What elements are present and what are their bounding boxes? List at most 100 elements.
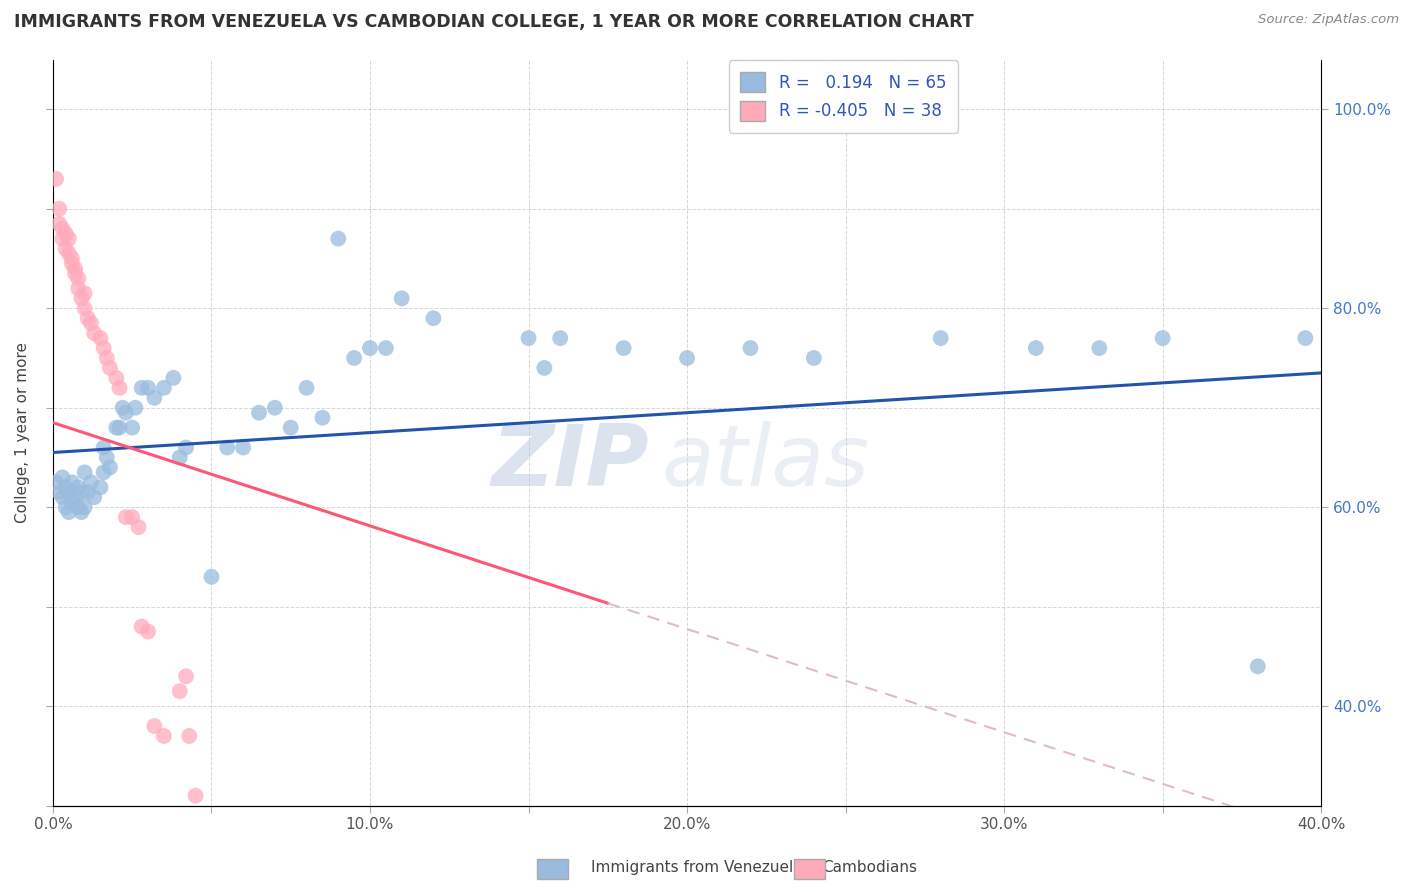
Point — [55, 500, 77, 515]
Point — [105, 420, 128, 434]
Point — [51, 470, 73, 484]
Point — [58, 505, 80, 519]
Point — [200, 570, 222, 584]
Point — [73, 301, 96, 316]
Point — [311, 410, 333, 425]
Point — [295, 381, 318, 395]
Point — [803, 351, 825, 365]
Point — [70, 505, 93, 519]
Point — [67, 281, 90, 295]
Point — [169, 684, 191, 698]
Point — [247, 406, 270, 420]
Point — [58, 485, 80, 500]
Point — [67, 480, 90, 494]
Point — [1294, 331, 1316, 345]
Point — [1025, 341, 1047, 355]
Point — [533, 360, 555, 375]
Point — [80, 475, 103, 490]
Point — [58, 232, 80, 246]
Point — [67, 271, 90, 285]
Point — [93, 341, 115, 355]
Point — [51, 490, 73, 504]
Point — [184, 789, 207, 803]
Point — [45, 172, 67, 186]
Point — [613, 341, 636, 355]
Point — [55, 480, 77, 494]
Point — [48, 485, 70, 500]
Point — [359, 341, 381, 355]
Point — [128, 520, 150, 534]
Point — [263, 401, 285, 415]
Point — [105, 371, 128, 385]
Point — [98, 360, 121, 375]
Point — [89, 480, 111, 494]
Point — [929, 331, 952, 345]
Point — [70, 291, 93, 305]
Point — [63, 261, 86, 276]
Point — [96, 450, 118, 465]
Point — [174, 669, 197, 683]
Point — [76, 485, 98, 500]
Point — [93, 466, 115, 480]
Point — [60, 256, 83, 270]
Point — [76, 311, 98, 326]
Text: IMMIGRANTS FROM VENEZUELA VS CAMBODIAN COLLEGE, 1 YEAR OR MORE CORRELATION CHART: IMMIGRANTS FROM VENEZUELA VS CAMBODIAN C… — [14, 13, 974, 31]
Point — [1088, 341, 1111, 355]
Point — [121, 510, 143, 524]
Point — [153, 729, 176, 743]
Point — [111, 401, 134, 415]
Point — [280, 420, 302, 434]
Point — [217, 441, 239, 455]
Point — [98, 460, 121, 475]
Point — [174, 441, 197, 455]
Point — [136, 624, 159, 639]
Text: Immigrants from Venezuela: Immigrants from Venezuela — [591, 860, 803, 874]
Point — [131, 381, 153, 395]
Point — [153, 381, 176, 395]
Point — [96, 351, 118, 365]
Text: ZIP: ZIP — [491, 421, 650, 504]
Point — [115, 510, 138, 524]
Point — [73, 466, 96, 480]
Point — [60, 252, 83, 266]
Point — [232, 441, 254, 455]
Point — [131, 619, 153, 633]
Point — [51, 232, 73, 246]
Text: atlas: atlas — [662, 421, 870, 504]
Point — [70, 485, 93, 500]
Point — [63, 490, 86, 504]
Point — [548, 331, 571, 345]
Point — [115, 406, 138, 420]
Point — [63, 267, 86, 281]
Point — [80, 316, 103, 330]
Point — [51, 221, 73, 235]
Point — [58, 246, 80, 260]
Point — [162, 371, 184, 385]
Point — [121, 420, 143, 434]
Point — [45, 475, 67, 490]
Point — [83, 490, 105, 504]
Point — [328, 232, 350, 246]
Point — [83, 326, 105, 340]
Point — [93, 441, 115, 455]
Point — [108, 420, 131, 434]
Point — [676, 351, 699, 365]
Point — [143, 719, 166, 733]
Point — [108, 381, 131, 395]
Point — [55, 242, 77, 256]
Point — [1247, 659, 1270, 673]
Point — [422, 311, 444, 326]
Point — [48, 202, 70, 216]
Point — [391, 291, 413, 305]
Point — [179, 729, 201, 743]
Point — [67, 500, 90, 515]
Point — [55, 227, 77, 241]
Point — [1152, 331, 1174, 345]
Point — [89, 331, 111, 345]
Text: Source: ZipAtlas.com: Source: ZipAtlas.com — [1258, 13, 1399, 27]
Point — [60, 475, 83, 490]
Point — [124, 401, 146, 415]
Legend: R =   0.194   N = 65, R = -0.405   N = 38: R = 0.194 N = 65, R = -0.405 N = 38 — [728, 61, 957, 133]
Point — [48, 217, 70, 231]
Point — [343, 351, 366, 365]
